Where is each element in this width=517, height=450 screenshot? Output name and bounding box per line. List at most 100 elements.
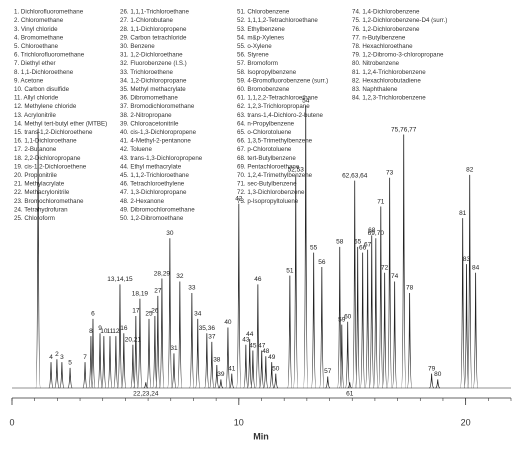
compound-name: 72. 1,3-Dichlorobenzene <box>237 189 305 196</box>
compound-name: 46. Tetrachloroethylene <box>120 181 185 188</box>
peak-label: 32 <box>176 273 184 280</box>
compound-name: 79. 1,2-Dibromo-3-chloropropane <box>352 52 444 59</box>
compound-name: 33. Trichloroethene <box>120 69 174 76</box>
peak-label: 62,63,64 <box>342 172 368 179</box>
peak <box>236 203 242 389</box>
compound-name: 16. 1,1-Dichloroethane <box>14 138 77 145</box>
compound-name: 45. 1,1,2-Trichloroethane <box>120 172 189 179</box>
compound-name: 19. cis-1,2-Dichloroethene <box>14 163 87 170</box>
compound-name: 54. m&p-Xylenes <box>237 34 284 41</box>
peak-label: 33 <box>188 285 196 292</box>
compound-name: 58. Isopropylbenzene <box>237 69 297 76</box>
peak-label: 69,70 <box>368 230 385 237</box>
compound-name: 84. 1,2,3-Trichlorobenzene <box>352 95 426 102</box>
compound-name: 2. Chloromethane <box>14 17 64 24</box>
peak <box>121 333 127 389</box>
compound-name: 81. 1,2,4-Trichlorobenzene <box>352 69 426 76</box>
peak <box>303 105 309 389</box>
compound-name: 49. Dibromochloromethane <box>120 206 195 213</box>
peak <box>48 362 54 389</box>
peak-label: 45 <box>249 342 257 349</box>
peak-label: 8 <box>89 328 93 335</box>
compound-name: 64. n-Propylbenzene <box>237 120 295 127</box>
peak-label: 59 <box>338 316 346 323</box>
peak <box>101 336 107 389</box>
peak <box>378 206 384 389</box>
compound-name: 13. Acrylonitrile <box>14 112 57 119</box>
peak-label: 7 <box>83 354 87 361</box>
peak <box>401 134 407 389</box>
peak-label: 30 <box>166 230 174 237</box>
peak <box>360 252 366 389</box>
peak-label: 16 <box>120 325 128 332</box>
peak <box>369 235 375 389</box>
compound-name: 24. Tetrahydrofuran <box>14 206 68 213</box>
compound-name: 12. Methylene chloride <box>14 103 77 110</box>
peak <box>117 284 123 389</box>
compound-name: 28. 1,1-Dichloropropene <box>120 26 187 33</box>
peak <box>159 278 165 389</box>
peak <box>311 252 317 389</box>
compound-name: 82. Hexachlorobutadiene <box>352 77 421 84</box>
x-axis-label: Min <box>253 431 269 441</box>
peak <box>113 336 119 389</box>
compound-name: 83. Naphthalene <box>352 86 398 93</box>
compound-name: 14. Methyl tert-butyl ether (MTBE) <box>14 120 107 127</box>
peak-label: 46 <box>254 276 262 283</box>
compound-name: 68. tert-Butylbenzene <box>237 155 296 162</box>
peak <box>382 272 388 389</box>
peak-label: 35,36 <box>199 325 216 332</box>
peak <box>435 379 441 389</box>
peak <box>167 238 173 389</box>
peak <box>273 373 279 389</box>
peak <box>214 364 220 389</box>
compound-name: 4. Bromomethane <box>14 34 64 41</box>
peak-label: 67 <box>364 241 372 248</box>
peak <box>54 359 60 389</box>
compound-name: 9. Acetone <box>14 77 44 84</box>
peak-label: 75,76,77 <box>391 126 417 133</box>
x-tick-label: 20 <box>461 417 471 427</box>
compound-name: 59. 4-Bromofluorobenzene (surr.) <box>237 77 328 84</box>
peak-label: 66 <box>359 244 367 251</box>
peak <box>218 379 224 389</box>
peak <box>392 281 398 389</box>
peak <box>269 362 275 389</box>
peak-label: 65 <box>354 239 362 246</box>
peak <box>189 292 195 389</box>
peak-label: 72 <box>381 265 389 272</box>
peak-label: 43 <box>242 337 250 344</box>
peak <box>229 373 235 389</box>
peak-label: 38 <box>213 357 221 364</box>
peak <box>365 249 371 389</box>
peak <box>345 321 351 389</box>
peak-label: 18,19 <box>132 290 149 297</box>
peak <box>293 174 299 389</box>
peak-label: 37 <box>208 334 216 341</box>
compound-name: 8. 1,1-Dichloroethene <box>14 69 74 76</box>
compound-name: 80. Nitrobenzene <box>352 60 400 67</box>
peak <box>250 350 256 389</box>
peak-label: 20,21 <box>125 337 142 344</box>
compound-name: 5. Chloroethane <box>14 43 59 50</box>
compound-name: 22. Methacrylonitrile <box>14 189 70 196</box>
peak <box>88 336 94 389</box>
peak-label: 58 <box>336 239 344 246</box>
peak <box>325 376 331 389</box>
peak-label: 74 <box>391 273 399 280</box>
compound-name: 18. 2,2-Dichloropropane <box>14 155 81 162</box>
peak-label: 83 <box>463 256 471 263</box>
peak-label: 12 <box>112 328 120 335</box>
peak-label: 39 <box>217 371 225 378</box>
compound-name: 43. trans-1,3-Dichloropropene <box>120 155 203 162</box>
peak <box>225 327 231 389</box>
compound-name: 15. trans-1,2-Dichloroethene <box>14 129 93 136</box>
peak-label: 57 <box>324 368 332 375</box>
peak-label: 44 <box>246 331 254 338</box>
compound-name: 6. Trichlorofluoromethane <box>14 52 85 59</box>
compound-name: 1. Dichlorofluoromethane <box>14 9 84 16</box>
peak-label: 82 <box>466 167 474 174</box>
peak <box>67 367 73 389</box>
peak <box>247 339 253 389</box>
